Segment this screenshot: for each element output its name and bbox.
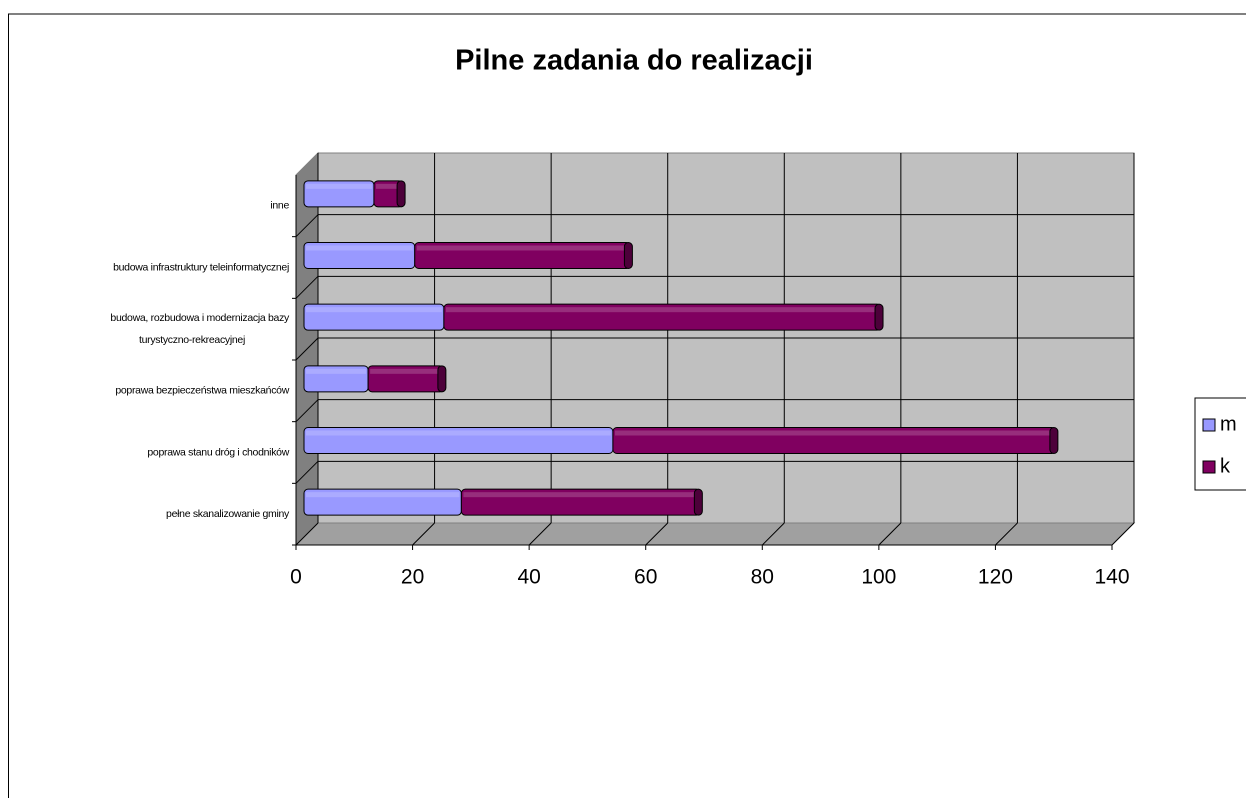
bar-highlight — [614, 430, 1054, 436]
y-tick-label: inne — [270, 200, 289, 212]
category-line — [295, 275, 319, 299]
bar-highlight — [306, 245, 413, 251]
category-line — [295, 214, 319, 238]
bar-cap — [437, 365, 447, 393]
x-tick-label: 20 — [401, 566, 424, 589]
bar-highlight — [306, 368, 367, 374]
grid-line — [295, 522, 319, 546]
bar-highlight — [416, 245, 629, 251]
category-line — [295, 460, 319, 484]
bar-highlight — [306, 430, 611, 436]
label-line: budowa, rozbudowa i modernizacja bazy — [110, 312, 290, 324]
legend-swatch — [1202, 460, 1216, 474]
grid-line — [995, 522, 1018, 546]
y-tick-label: poprawa bezpieczeństwa mieszkańców — [115, 385, 289, 397]
bar-highlight — [306, 492, 460, 498]
bar-cap — [1049, 427, 1059, 454]
grid-line — [1111, 522, 1135, 546]
bar-highlight — [370, 368, 442, 374]
grid-line — [761, 522, 785, 546]
legend-label: m — [1220, 413, 1237, 435]
bar-highlight — [306, 183, 372, 189]
y-tick-label: pełne skanalizowanie gminy — [166, 508, 290, 520]
bar-highlight — [445, 307, 880, 313]
bar-highlight — [463, 492, 699, 498]
legend-label: k — [1220, 455, 1231, 477]
grid-line — [878, 522, 902, 546]
category-line — [295, 337, 319, 361]
x-tick-label: 120 — [978, 566, 1013, 589]
chart-title: Pilne zadania do realizacji — [455, 45, 813, 77]
grid-line — [412, 522, 435, 546]
floor — [294, 522, 1136, 546]
grid-line — [528, 522, 552, 546]
x-tick-label: 80 — [751, 566, 774, 589]
bar-cap — [693, 488, 703, 516]
bar-cap — [874, 303, 884, 331]
grid-line — [645, 522, 669, 546]
bar-cap — [396, 180, 406, 208]
x-tick-label: 60 — [634, 566, 657, 589]
category-line — [295, 399, 319, 423]
y-tick-label: budowa infrastruktury teleinformatycznej — [113, 261, 289, 273]
x-tick-label: 40 — [517, 566, 540, 589]
bar-highlight — [306, 307, 442, 313]
y-tick-label: poprawa stanu dróg i chodników — [147, 446, 289, 458]
bar-cap — [623, 242, 633, 269]
x-tick-label: 100 — [861, 566, 896, 589]
y-tick-label: budowa, rozbudowa i modernizacja bazy tur… — [110, 312, 290, 346]
bar-highlight — [375, 183, 402, 189]
x-tick-label: 0 — [290, 566, 302, 589]
legend-box — [1194, 397, 1246, 491]
x-tick-label: 140 — [1094, 566, 1129, 589]
label-line: turystyczno-rekreacyjnej — [139, 334, 245, 346]
legend-swatch — [1202, 418, 1216, 432]
